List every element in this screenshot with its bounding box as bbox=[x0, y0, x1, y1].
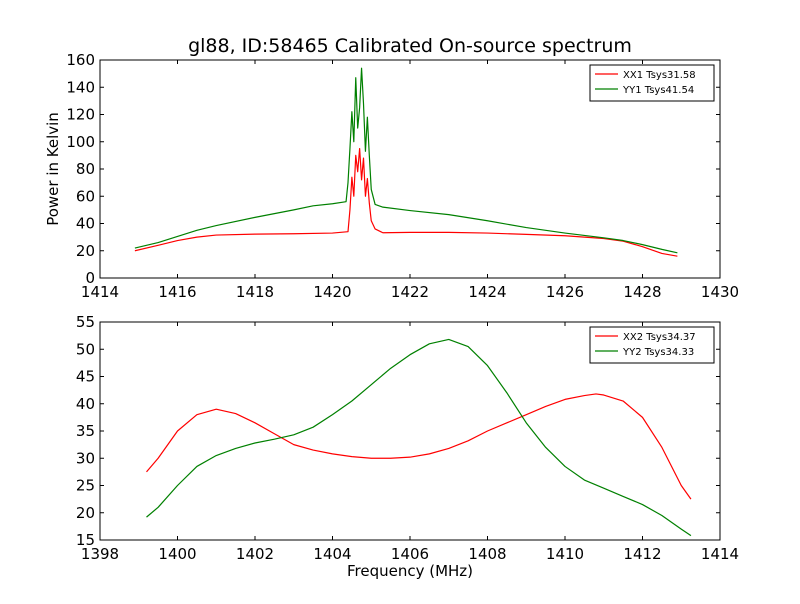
x-tick-label: 1430 bbox=[701, 283, 739, 301]
series-line-1 bbox=[146, 393, 692, 500]
x-tick-label: 1406 bbox=[391, 545, 429, 563]
y-axis-label: Power in Kelvin bbox=[44, 112, 62, 226]
x-axis-label: Frequency (MHz) bbox=[347, 562, 473, 580]
y-tick-label: 60 bbox=[76, 187, 95, 205]
x-tick-label: 1402 bbox=[236, 545, 274, 563]
legend-box bbox=[589, 326, 715, 364]
x-tick-label: 1416 bbox=[158, 283, 196, 301]
legend-label: YY1 Tsys41.54 bbox=[622, 85, 694, 96]
x-tick-label: 1414 bbox=[81, 283, 119, 301]
y-tick-label: 20 bbox=[76, 504, 95, 522]
legend-box bbox=[589, 64, 715, 102]
x-tick-label: 1422 bbox=[391, 283, 429, 301]
x-tick-label: 1398 bbox=[81, 545, 119, 563]
y-tick-label: 40 bbox=[76, 395, 95, 413]
x-tick-label: 1418 bbox=[236, 283, 274, 301]
x-tick-label: 1424 bbox=[468, 283, 506, 301]
y-tick-label: 45 bbox=[76, 368, 95, 386]
x-tick-label: 1420 bbox=[313, 283, 351, 301]
y-tick-label: 15 bbox=[76, 531, 95, 549]
x-tick-label: 1408 bbox=[468, 545, 506, 563]
y-tick-label: 120 bbox=[66, 106, 95, 124]
y-tick-label: 80 bbox=[76, 160, 95, 178]
legend-label: XX2 Tsys34.37 bbox=[623, 332, 696, 343]
series-line-2 bbox=[146, 338, 692, 537]
y-tick-label: 160 bbox=[66, 51, 95, 69]
x-tick-label: 1412 bbox=[623, 545, 661, 563]
x-tick-label: 1400 bbox=[158, 545, 196, 563]
chart-title: gl88, ID:58465 Calibrated On-source spec… bbox=[188, 35, 632, 57]
y-tick-label: 55 bbox=[76, 313, 95, 331]
series-line-1 bbox=[134, 147, 678, 257]
top-plot: 1414 1416 1418 1420 1422 1424 1426 1428 1430 0 20 4… bbox=[66, 51, 739, 301]
legend: XX2 Tsys34.37 YY2 Tsys34.33 bbox=[589, 326, 715, 364]
legend-label: XX1 Tsys31.58 bbox=[623, 70, 696, 81]
y-tick-label: 35 bbox=[76, 422, 95, 440]
x-tick-label: 1428 bbox=[623, 283, 661, 301]
bottom-plot: 1398 1400 1402 1404 1406 1408 1410 1412 1414 15 20… bbox=[76, 313, 739, 563]
y-tick-label: 100 bbox=[66, 133, 95, 151]
x-tick-label: 1410 bbox=[546, 545, 584, 563]
series-line-2 bbox=[134, 67, 678, 254]
legend: XX1 Tsys31.58 YY1 Tsys41.54 bbox=[589, 64, 715, 102]
y-tick-label: 50 bbox=[76, 340, 95, 358]
y-tick-label: 0 bbox=[85, 269, 95, 287]
y-tick-label: 25 bbox=[76, 477, 95, 495]
x-tick-label: 1414 bbox=[701, 545, 739, 563]
y-tick-label: 40 bbox=[76, 215, 95, 233]
x-tick-label: 1404 bbox=[313, 545, 351, 563]
y-tick-label: 30 bbox=[76, 449, 95, 467]
legend-label: YY2 Tsys34.33 bbox=[622, 347, 694, 358]
y-tick-label: 20 bbox=[76, 242, 95, 260]
x-tick-label: 1426 bbox=[546, 283, 584, 301]
y-tick-label: 140 bbox=[66, 78, 95, 96]
